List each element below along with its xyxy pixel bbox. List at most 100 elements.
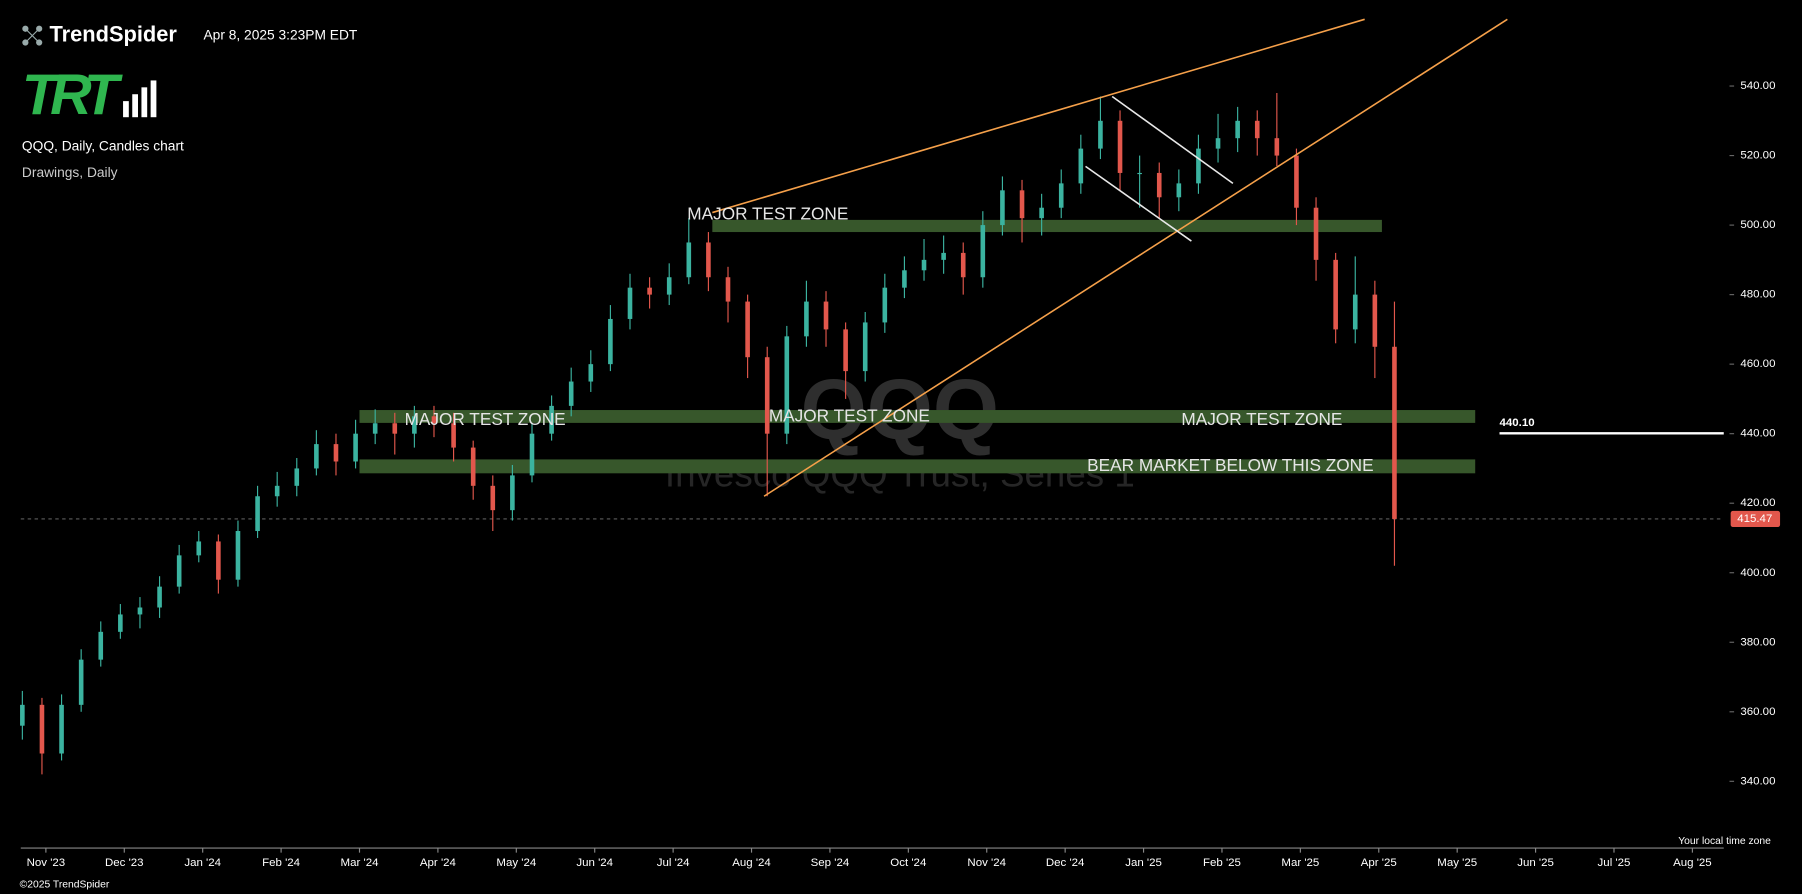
y-tick-label: 400.00	[1740, 567, 1775, 579]
zone	[359, 459, 1476, 474]
candle-body	[235, 531, 241, 580]
x-tick-label: Jul '24	[657, 857, 690, 869]
timestamp: Apr 8, 2025 3:23PM EDT	[203, 27, 357, 42]
brand: TrendSpider	[50, 21, 178, 46]
x-tick-label: Jan '25	[1125, 857, 1162, 869]
candle-body	[176, 555, 182, 587]
y-tick-label: 340.00	[1740, 775, 1775, 787]
candle-body	[1176, 183, 1182, 198]
candle-body	[314, 444, 319, 469]
candle-body	[902, 270, 907, 288]
candle-body	[1333, 259, 1338, 330]
candle-body	[1274, 138, 1280, 156]
x-tick-label: May '24	[496, 857, 536, 869]
candle-body	[823, 301, 829, 330]
x-tick-label: Apr '24	[420, 857, 457, 869]
candle-body	[921, 259, 927, 271]
y-tick-label: 460.00	[1740, 358, 1775, 370]
candle-body	[157, 586, 162, 608]
x-tick-label: Sep '24	[811, 857, 850, 869]
x-tick-label: Apr '25	[1361, 857, 1397, 869]
x-tick-label: Mar '24	[341, 857, 380, 869]
candle-body	[431, 416, 437, 424]
x-tick-label: Jun '24	[576, 857, 613, 869]
candle-body	[39, 704, 45, 754]
x-tick-label: Aug '25	[1673, 857, 1712, 869]
annotation: MAJOR TEST ZONE	[1181, 409, 1342, 429]
annotation: MAJOR TEST ZONE	[687, 203, 848, 223]
candle-body	[255, 496, 260, 532]
candle-body	[1392, 346, 1397, 519]
candle-body	[216, 541, 221, 580]
zone	[359, 410, 1476, 423]
candle-body	[1098, 120, 1103, 149]
candle-body	[960, 252, 966, 278]
y-tick-label: 360.00	[1740, 706, 1775, 718]
candle-body	[784, 336, 790, 434]
candle-body	[1137, 172, 1142, 175]
y-tick-label: 500.00	[1740, 219, 1775, 231]
candle-body	[1156, 172, 1162, 198]
y-tick-label: 380.00	[1740, 636, 1775, 648]
candle-body	[529, 433, 535, 476]
candle-body	[588, 364, 594, 382]
candle-body	[1352, 294, 1358, 330]
candle-body	[294, 468, 300, 486]
last-price-label: 415.47	[1737, 513, 1772, 525]
x-tick-label: Jul '25	[1598, 857, 1631, 869]
copyright: ©2025 TrendSpider	[20, 880, 110, 891]
x-tick-label: Dec '24	[1046, 857, 1085, 869]
candle-body	[549, 405, 554, 434]
candle-body	[372, 423, 378, 434]
candle-body	[353, 433, 358, 462]
trendline	[712, 18, 1365, 214]
annotation: MAJOR TEST ZONE	[769, 406, 930, 426]
logo-bars	[123, 80, 157, 118]
y-tick-label: 520.00	[1740, 150, 1775, 162]
x-tick-label: Aug '24	[732, 857, 771, 869]
candle-body	[1078, 148, 1084, 184]
chart-label: QQQ, Daily, Candles chart	[22, 139, 184, 154]
candle-body	[608, 318, 613, 365]
candle-body	[941, 252, 946, 260]
candle-body	[666, 277, 672, 295]
brand-icon	[22, 25, 43, 46]
candle-body	[1235, 120, 1240, 139]
x-tick-label: May '25	[1437, 857, 1477, 869]
candle-body	[1372, 294, 1378, 347]
candle-body	[980, 225, 986, 278]
x-tick-label: Feb '24	[262, 857, 301, 869]
x-tick-label: Jun '25	[1517, 857, 1554, 869]
candle-body	[451, 423, 456, 448]
candle-body	[59, 704, 64, 754]
x-tick-label: Nov '24	[967, 857, 1006, 869]
candle-body	[274, 485, 280, 497]
candle-body	[510, 475, 515, 511]
candle-body	[882, 287, 888, 323]
candle-body	[1254, 120, 1260, 139]
y-tick-label: 420.00	[1740, 497, 1775, 509]
candle-body	[1215, 138, 1221, 149]
candle-body	[1196, 148, 1201, 184]
candle-body	[78, 659, 84, 705]
candle-body	[98, 631, 104, 660]
candle-body	[412, 416, 417, 434]
candle-body	[196, 541, 202, 556]
annotation: MAJOR TEST ZONE	[405, 409, 566, 429]
candle-body	[804, 301, 809, 337]
candle-body	[1019, 190, 1025, 219]
candle-body	[1313, 207, 1319, 260]
candle-body	[1000, 190, 1005, 226]
candle-body	[1058, 183, 1064, 208]
candle-body	[490, 485, 496, 511]
y-tick-label: 480.00	[1740, 289, 1775, 301]
candle-body	[568, 381, 574, 406]
candle-body	[627, 287, 633, 319]
x-tick-label: Oct '24	[890, 857, 927, 869]
candle-body	[20, 704, 25, 726]
zone	[712, 219, 1382, 233]
candle-body	[118, 614, 123, 632]
